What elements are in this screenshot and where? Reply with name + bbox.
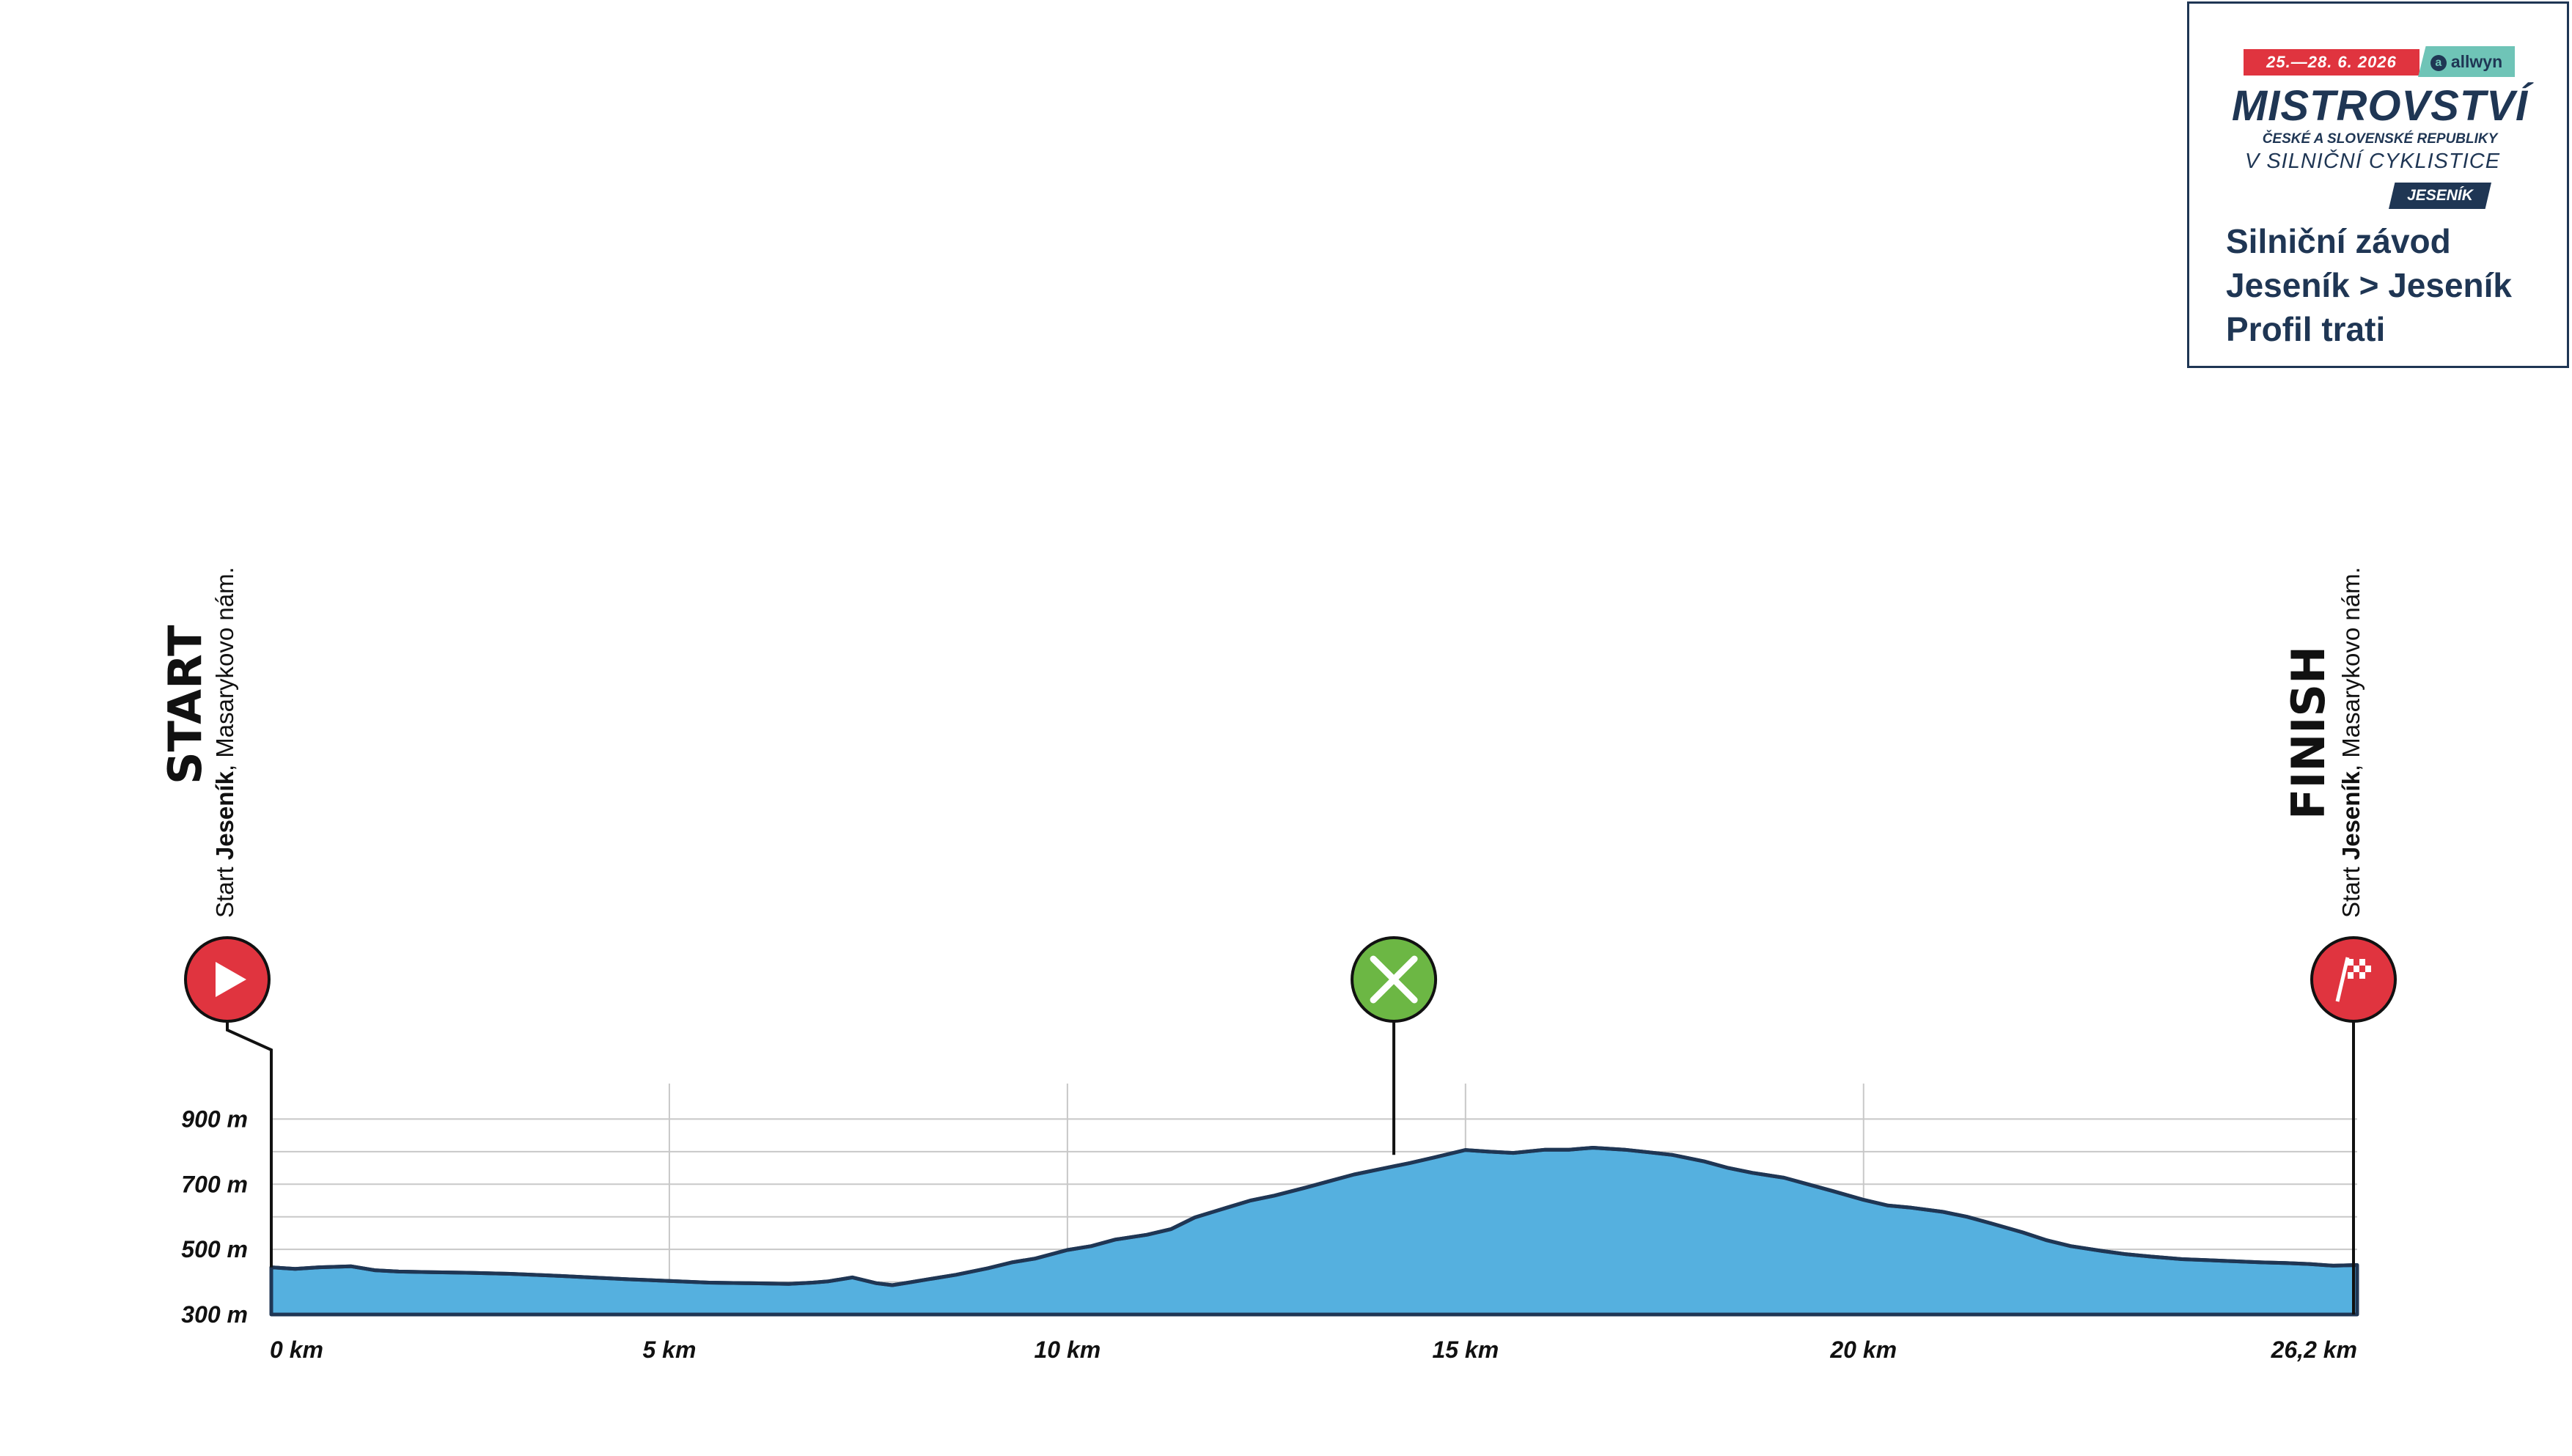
flag-square xyxy=(2354,972,2359,979)
flag-square xyxy=(2348,959,2354,966)
x-tick-label: 26,2 km xyxy=(2271,1336,2357,1363)
start-location: Start Jeseník, Masarykovo nám. xyxy=(211,567,238,918)
championship-logo: 25.—28. 6. 2026 a allwyn MISTROVSTVÍ ČESK… xyxy=(2189,4,2567,209)
finish-location-city: Jeseník xyxy=(2337,771,2365,860)
flag-square xyxy=(2348,972,2354,979)
route-markers xyxy=(184,936,2397,1315)
start-leader-line xyxy=(226,1021,273,1268)
finish-location: Start Jeseník, Masarykovo nám. xyxy=(2337,567,2365,918)
flag-square xyxy=(2359,972,2365,979)
y-tick-label: 900 m xyxy=(181,1106,248,1132)
elevation-area xyxy=(269,1146,2359,1317)
flag-square xyxy=(2348,966,2354,972)
logo-subtitle: ČESKÉ A SLOVENSKÉ REPUBLIKY xyxy=(2262,131,2498,147)
finish-location-rest: , Masarykovo nám. xyxy=(2337,567,2365,771)
y-tick-label: 500 m xyxy=(181,1236,248,1262)
finish-marker xyxy=(2310,936,2397,1023)
race-type: Silniční závod xyxy=(2226,222,2451,260)
x-tick-label: 5 km xyxy=(642,1336,696,1363)
sponsor-name: allwyn xyxy=(2450,52,2503,71)
x-tick-label: 0 km xyxy=(270,1336,323,1363)
start-location-rest: , Masarykovo nám. xyxy=(211,567,238,771)
flag-square xyxy=(2359,966,2365,972)
flag-square xyxy=(2365,972,2371,979)
y-tick-label: 700 m xyxy=(181,1171,248,1197)
city-badge: JESENÍK xyxy=(2389,183,2491,209)
sponsor-badge: a allwyn xyxy=(2418,46,2515,77)
route: Jeseník > Jeseník xyxy=(2226,266,2513,304)
x-tick-label: 15 km xyxy=(1432,1336,1499,1363)
play-icon xyxy=(216,962,246,997)
y-tick-label: 300 m xyxy=(181,1301,248,1328)
flag-square xyxy=(2365,959,2371,966)
sponsor-icon: a xyxy=(2430,54,2447,71)
x-tick-label: 10 km xyxy=(1035,1336,1101,1363)
flag-pole xyxy=(2335,957,2350,1002)
flag-square xyxy=(2354,959,2359,966)
flag-square xyxy=(2365,966,2371,972)
start-location-city: Jeseník xyxy=(211,771,238,860)
finish-location-prefix: Start xyxy=(2337,860,2365,918)
axis-ticks: 0 km 5 km 10 km 15 km 20 km 26,2 km 300 m 500 m… xyxy=(181,1106,2357,1363)
start-location-prefix: Start xyxy=(211,860,238,918)
logo-title: MISTROVSTVÍ xyxy=(2231,82,2529,130)
checkered-flag-icon xyxy=(2348,959,2371,979)
fork-knife-icon-part xyxy=(1370,955,1418,1004)
elevation-line xyxy=(271,1145,2358,1287)
race-info-box: 25.—28. 6. 2026 a allwyn MISTROVSTVÍ ČESK… xyxy=(2187,1,2569,368)
finish-label: FINISH xyxy=(2282,646,2335,820)
logo-subtitle-2: V SILNIČNÍ CYKLISTICE xyxy=(2244,150,2501,173)
date-badge: 25.—28. 6. 2026 xyxy=(2244,49,2419,76)
document-title: Profil trati xyxy=(2226,310,2386,348)
flag-square xyxy=(2354,966,2359,972)
start-label: START xyxy=(158,625,212,784)
flag-square xyxy=(2359,959,2365,966)
x-tick-label: 20 km xyxy=(1829,1336,1897,1363)
